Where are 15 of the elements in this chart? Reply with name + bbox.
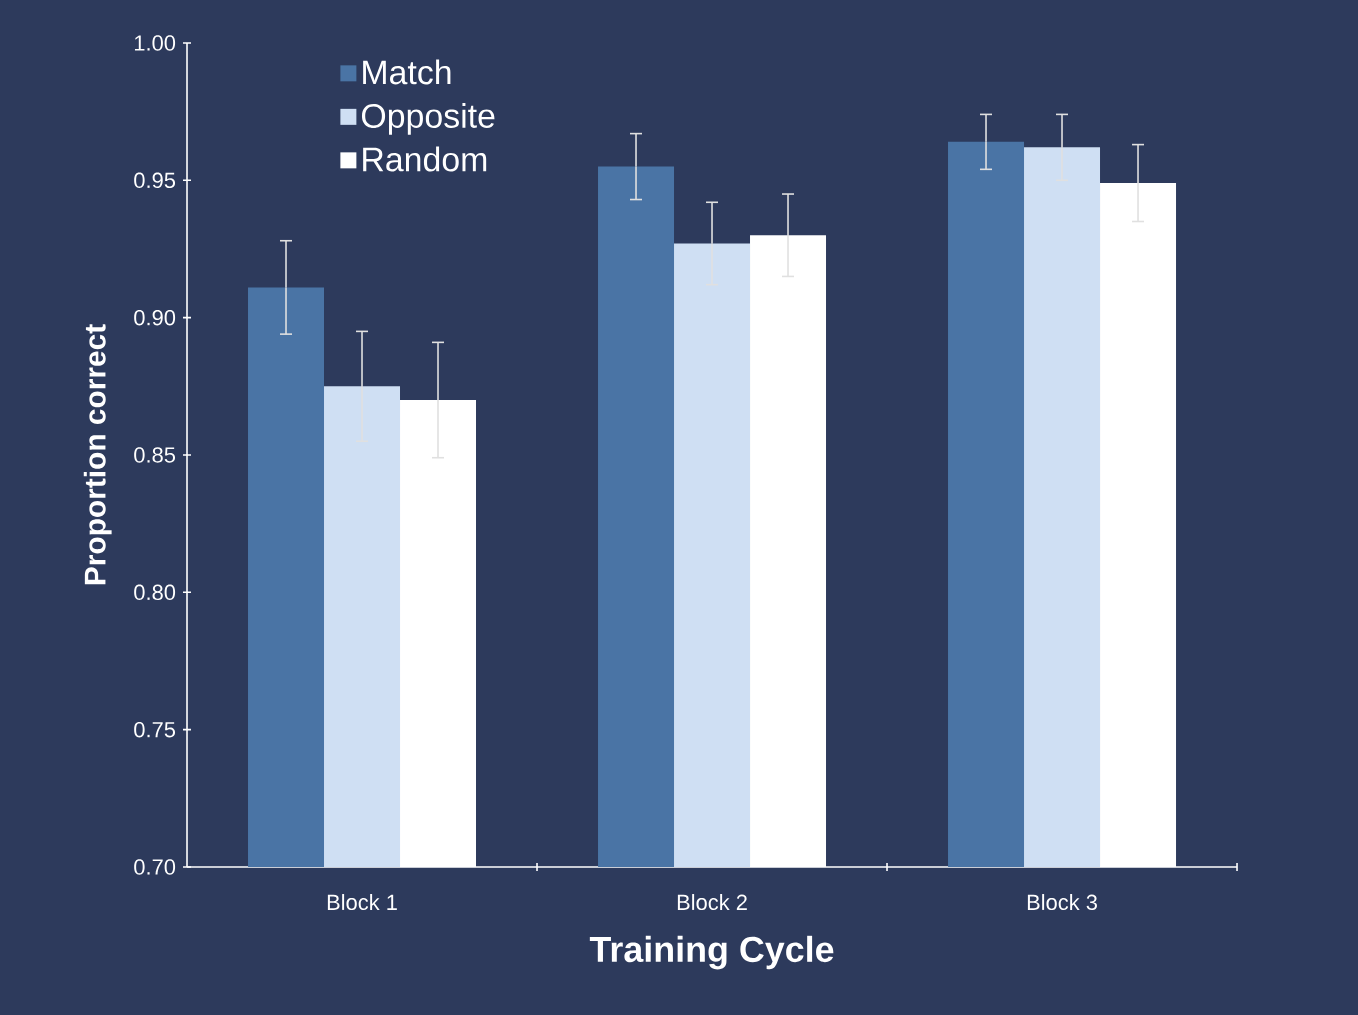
y-tick-label: 1.00	[134, 35, 176, 51]
legend-label: Match	[363, 59, 451, 85]
x-tick-label: Block 3	[1027, 894, 1097, 911]
x-tick-label: Block 1	[327, 894, 397, 911]
y-tick-label: 0.85	[134, 447, 176, 463]
y-tick-label: 0.95	[134, 172, 176, 189]
y-tick-label: 0.70	[134, 859, 176, 875]
y-tick-label: 0.75	[134, 721, 176, 738]
legend-label: Random	[363, 146, 487, 172]
y-axis-title: Proportion correct	[83, 324, 112, 585]
y-tick-label: 0.90	[134, 309, 176, 326]
legend-label: Opposite	[361, 103, 495, 135]
x-tick-label: Block 2	[677, 894, 747, 911]
y-tick-label: 0.80	[134, 584, 176, 601]
x-axis-title: Training Cycle	[589, 935, 834, 970]
